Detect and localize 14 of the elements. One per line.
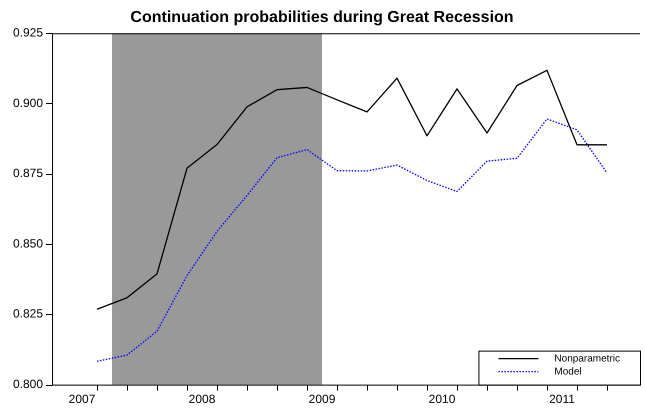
y-tick-label: 0.825 xyxy=(13,306,44,321)
x-tick-label: 2008 xyxy=(188,392,216,406)
x-tick-label: 2009 xyxy=(308,392,336,406)
legend-label: Model xyxy=(554,366,582,378)
y-tick-label: 0.925 xyxy=(13,26,44,40)
legend-label: Nonparametric xyxy=(554,353,620,364)
y-tick-label: 0.850 xyxy=(13,236,44,250)
y-tick-label: 0.875 xyxy=(13,166,44,180)
y-tick-label: 0.800 xyxy=(13,376,44,391)
x-tick-label: 2011 xyxy=(549,392,576,406)
chart-title: Continuation probabilities during Great Recession xyxy=(130,9,514,26)
x-tick-label: 2007 xyxy=(68,392,96,406)
x-tick-label: 2010 xyxy=(428,392,456,406)
y-tick-label: 0.900 xyxy=(13,96,44,110)
